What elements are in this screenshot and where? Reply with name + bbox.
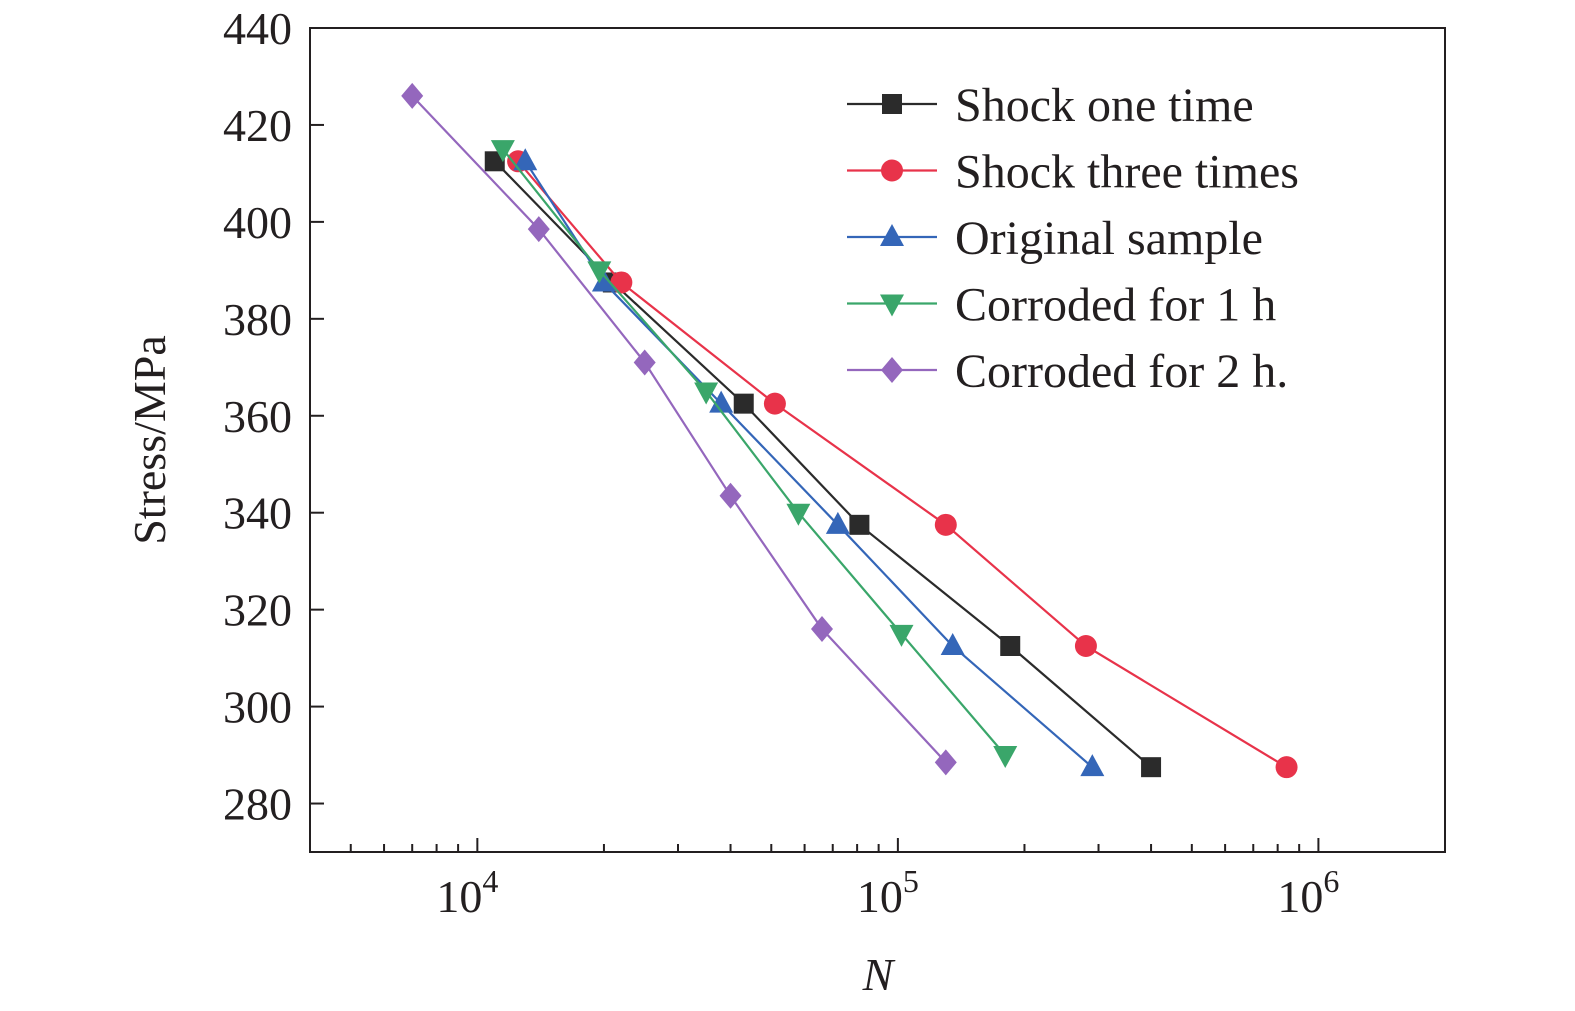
legend-marker-1 <box>881 159 903 182</box>
series-0-point-3 <box>849 514 870 535</box>
series-line-4 <box>411 95 947 764</box>
series-2-point-2 <box>709 390 734 413</box>
legend-marker-2 <box>880 224 904 246</box>
x-tick-label-6: 106 <box>1277 863 1339 922</box>
y-tick-label-340: 340 <box>223 488 292 539</box>
legend-label-1: Shock three times <box>955 146 1299 199</box>
series-3-point-3 <box>786 503 811 526</box>
legend-label-0: Shock one time <box>955 79 1254 132</box>
series-4-point-5 <box>934 749 957 776</box>
plot-frame <box>309 27 1446 853</box>
series-4 <box>401 82 957 776</box>
series-3 <box>490 140 1018 769</box>
legend-marker-4 <box>881 357 903 383</box>
series-0-point-5 <box>1141 757 1162 778</box>
x-tick-label-4: 104 <box>436 863 498 922</box>
series-2-point-3 <box>825 511 850 534</box>
series-1-point-4 <box>1074 635 1097 657</box>
series-4-point-0 <box>401 82 424 109</box>
series-3-point-2 <box>694 382 719 405</box>
y-tick-label-400: 400 <box>223 197 292 248</box>
series-0-point-2 <box>733 393 754 414</box>
series-2-point-4 <box>940 633 965 655</box>
series-2-point-0 <box>513 148 538 171</box>
legend-label-3: Corroded for 1 h <box>955 279 1276 332</box>
series-4-point-1 <box>527 216 550 243</box>
legend: Shock one time Shock three times Original … <box>847 79 1299 398</box>
legend-label-2: Original sample <box>955 212 1263 265</box>
y-tick-label-320: 320 <box>223 585 292 636</box>
legend-label-4: Corroded for 2 h. <box>955 345 1288 398</box>
series-3-point-0 <box>490 140 515 163</box>
legend-marker-0 <box>882 94 902 114</box>
series-3-point-5 <box>993 746 1018 769</box>
legend-marker-3 <box>880 294 904 317</box>
y-tick-label-380: 380 <box>223 294 292 345</box>
y-axis-title: Stress/MPa <box>124 335 175 545</box>
series-1-point-3 <box>934 513 957 536</box>
y-tick-label-360: 360 <box>223 391 292 442</box>
y-tick-label-420: 420 <box>223 100 292 151</box>
series-1-point-5 <box>1275 756 1298 779</box>
series-2-point-1 <box>591 269 616 292</box>
y-tick-label-280: 280 <box>223 779 292 830</box>
series-4-point-4 <box>810 616 833 643</box>
series-0-point-4 <box>1000 636 1021 656</box>
series-3-point-4 <box>889 624 914 647</box>
series-4-point-2 <box>633 349 656 376</box>
x-tick-label-5: 105 <box>857 863 919 922</box>
series-4-point-3 <box>719 482 742 509</box>
y-tick-label-440: 440 <box>223 3 292 54</box>
y-tick-label-300: 300 <box>223 682 292 733</box>
series-line-3 <box>502 148 1007 756</box>
series-2-point-5 <box>1080 754 1105 777</box>
series-1-point-2 <box>763 392 786 415</box>
series-3-point-1 <box>587 261 612 284</box>
x-axis-title: N <box>862 949 896 1000</box>
